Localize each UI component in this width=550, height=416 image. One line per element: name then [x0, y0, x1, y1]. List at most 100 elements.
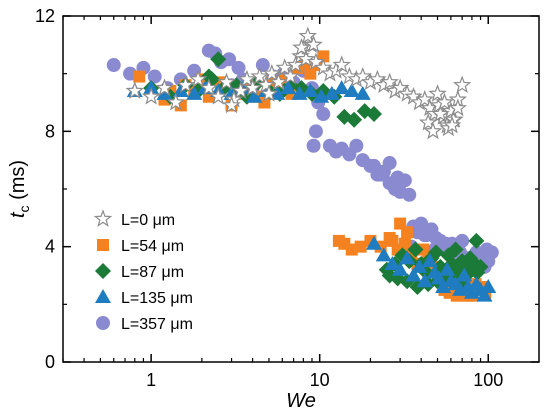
x-tick-label: 1 — [146, 370, 156, 390]
data-point — [222, 95, 241, 114]
data-point — [354, 240, 367, 253]
data-point — [392, 261, 409, 276]
legend-item: L=87 μm — [95, 263, 184, 281]
data-point — [332, 55, 351, 73]
data-point — [106, 58, 121, 73]
data-point — [401, 226, 414, 239]
legend: L=0 μm L=54 μm L=87 μm L=135 μm L=357 μm — [93, 209, 193, 333]
data-point — [402, 187, 417, 202]
data-point — [423, 121, 443, 140]
legend-label: L=87 μm — [121, 264, 184, 281]
data-point — [208, 87, 228, 105]
data-point — [390, 170, 405, 185]
data-point — [306, 138, 321, 153]
data-point — [200, 68, 217, 85]
legend-item: L=54 μm — [97, 238, 184, 255]
data-point — [255, 58, 270, 73]
data-point — [298, 26, 318, 45]
legend-item: L=357 μm — [96, 316, 193, 333]
data-point — [258, 96, 271, 109]
data-point — [438, 236, 453, 251]
data-point — [435, 279, 452, 294]
legend-marker — [93, 209, 113, 227]
data-point — [418, 112, 438, 131]
legend-label: L=0 μm — [121, 212, 175, 229]
data-point — [222, 52, 237, 67]
y-tick-label: 8 — [45, 121, 55, 141]
data-point — [147, 69, 162, 84]
legend-label: L=135 μm — [121, 290, 193, 307]
data-point — [399, 250, 416, 265]
data-point — [237, 69, 257, 88]
data-point — [431, 104, 450, 122]
data-point — [275, 58, 294, 76]
data-point — [250, 66, 269, 85]
data-point — [210, 51, 227, 68]
legend-marker — [96, 316, 110, 330]
data-point — [373, 167, 388, 182]
y-axis-label-unit: (ms) — [7, 160, 29, 206]
data-point — [384, 255, 401, 270]
data-point — [468, 232, 485, 249]
axes: 1 10 100 0 4 8 12 — [35, 6, 539, 390]
plot-marks — [106, 26, 499, 302]
data-point — [280, 80, 297, 95]
series-star-open — [125, 26, 472, 140]
data-point — [188, 69, 208, 88]
data-point — [447, 241, 464, 258]
data-point — [269, 85, 286, 100]
y-tick-label: 0 — [45, 352, 55, 372]
data-point — [176, 75, 195, 94]
legend-item: L=135 μm — [95, 289, 193, 307]
data-point — [346, 111, 363, 128]
data-point — [308, 124, 323, 139]
data-point — [292, 38, 311, 56]
data-point — [455, 233, 470, 248]
data-point — [333, 80, 350, 95]
data-point — [411, 258, 428, 273]
data-point — [199, 78, 219, 96]
data-point — [286, 55, 305, 73]
data-point — [343, 82, 360, 97]
data-point — [156, 85, 173, 100]
data-point — [421, 253, 438, 268]
data-point — [405, 267, 422, 282]
data-point — [296, 49, 316, 68]
y-axis-label-main: t — [7, 211, 29, 218]
data-point — [349, 138, 364, 153]
legend-marker — [95, 289, 111, 303]
y-axis-label: tc (ms) — [7, 160, 32, 218]
data-point — [256, 75, 276, 94]
legend-label: L=54 μm — [121, 238, 184, 255]
data-point — [186, 85, 203, 100]
data-point — [217, 72, 236, 91]
data-point — [231, 81, 250, 99]
legend-label: L=357 μm — [121, 316, 193, 333]
data-point — [125, 81, 145, 99]
data-point — [479, 242, 494, 257]
data-point — [166, 92, 186, 111]
data-point — [259, 84, 279, 102]
data-point — [375, 247, 392, 262]
y-axis-label-sub: c — [16, 205, 32, 212]
data-point — [435, 92, 454, 111]
data-point — [415, 89, 434, 108]
legend-item: L=0 μm — [93, 209, 175, 229]
data-point — [354, 85, 371, 100]
y-tick-label: 12 — [35, 6, 55, 26]
data-point — [133, 70, 146, 83]
data-point — [246, 88, 263, 103]
data-point — [231, 60, 246, 75]
data-point — [442, 115, 462, 134]
data-point — [141, 87, 161, 105]
data-point — [407, 241, 424, 258]
data-point — [269, 72, 288, 91]
data-point — [366, 235, 383, 250]
data-point — [316, 107, 331, 122]
data-point — [480, 279, 497, 294]
data-point — [428, 84, 447, 102]
data-point — [155, 78, 174, 96]
data-point — [417, 228, 432, 243]
data-point — [380, 72, 399, 91]
data-point — [304, 35, 323, 53]
